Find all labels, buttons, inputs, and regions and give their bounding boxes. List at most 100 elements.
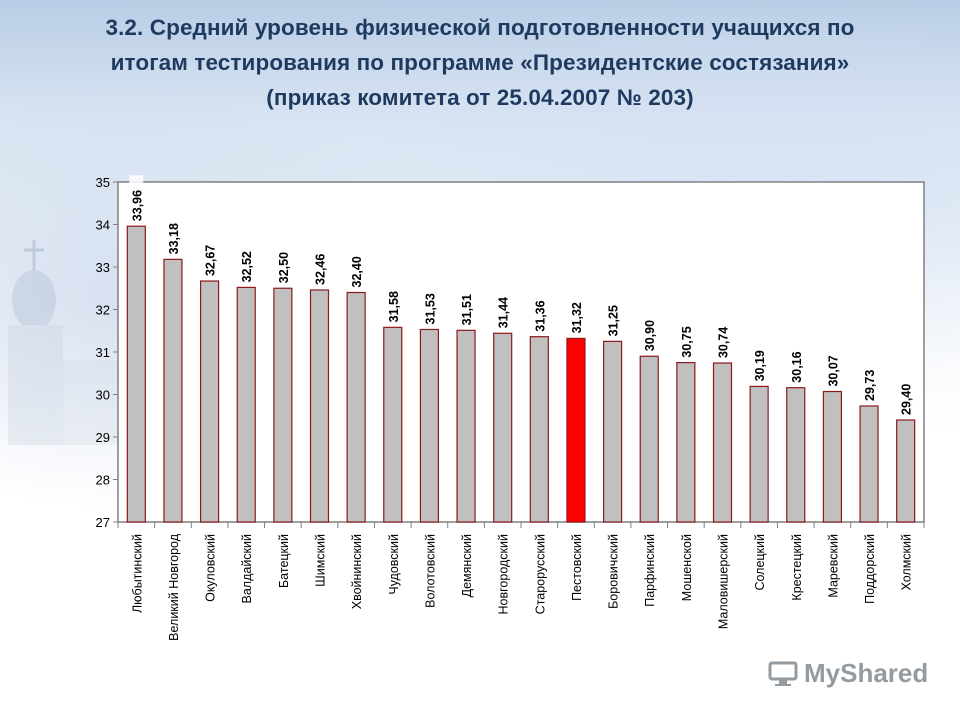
data-label: 30,75 — [680, 326, 694, 357]
y-tick-label: 32 — [96, 303, 110, 318]
x-tick-label: Мошенской — [680, 534, 694, 601]
x-tick-label: Любытинский — [130, 534, 144, 613]
data-label-bg — [605, 290, 620, 337]
x-tick-label: Боровичский — [607, 534, 621, 609]
data-label-bg — [495, 282, 510, 329]
data-label: 31,51 — [460, 294, 474, 325]
x-tick-label: Окуловский — [204, 534, 218, 602]
title-line-3: (приказ комитета от 25.04.2007 № 203) — [266, 85, 694, 110]
x-tick-label: Новгородский — [497, 534, 511, 614]
data-label: 31,58 — [387, 291, 401, 322]
data-label-bg — [165, 208, 180, 255]
x-tick-label: Демянский — [460, 534, 474, 597]
bar — [493, 332, 513, 523]
x-tick-label: Пестовский — [570, 534, 584, 601]
data-label-bg — [678, 311, 693, 358]
bar — [749, 385, 769, 523]
data-label: 31,53 — [423, 293, 437, 324]
data-label: 30,19 — [753, 350, 767, 381]
data-label-bg — [275, 237, 290, 284]
data-label-bg — [385, 276, 400, 323]
title-line-1: 3.2. Средний уровень физической подготов… — [105, 15, 855, 40]
y-tick-label: 35 — [96, 175, 110, 190]
x-tick-label: Парфинский — [643, 534, 657, 607]
data-label: 33,96 — [130, 190, 144, 221]
data-label: 31,32 — [570, 302, 584, 333]
data-label-bg — [788, 336, 803, 383]
data-label: 32,50 — [277, 252, 291, 283]
x-tick-label: Великий Новгород — [167, 533, 181, 641]
data-label: 30,16 — [790, 351, 804, 382]
x-tick-label: Валдайский — [240, 534, 254, 604]
y-tick-label: 28 — [96, 473, 110, 488]
x-tick-label: Поддорский — [863, 534, 877, 604]
data-label: 32,52 — [240, 251, 254, 282]
y-tick-label: 34 — [96, 218, 110, 233]
data-label: 30,07 — [826, 355, 840, 386]
x-tick-label: Шимский — [314, 534, 328, 587]
bar — [676, 362, 696, 523]
monitor-logo-icon — [768, 661, 798, 686]
bar — [273, 287, 293, 523]
x-tick-label: Маловишерский — [717, 534, 731, 629]
bar — [126, 225, 146, 523]
data-label-bg — [898, 369, 913, 415]
page-title: 3.2. Средний уровень физической подготов… — [20, 10, 940, 115]
data-label: 29,40 — [900, 384, 914, 415]
data-label: 32,67 — [204, 245, 218, 276]
bar — [639, 355, 659, 523]
data-label-bg — [825, 340, 840, 387]
data-label-bg — [202, 230, 217, 277]
bar — [383, 326, 403, 523]
data-label: 30,90 — [643, 320, 657, 351]
bar — [199, 280, 220, 523]
data-label-bg — [568, 287, 583, 334]
data-label-bg — [312, 238, 327, 285]
title-line-2: итогам тестирования по программе «Презид… — [110, 50, 850, 75]
data-label: 32,46 — [314, 254, 328, 285]
x-tick-label: Волотовский — [423, 534, 437, 608]
church-decoration-icon — [8, 240, 120, 445]
x-tick-label: Холмский — [900, 534, 914, 590]
data-label: 31,44 — [497, 297, 511, 328]
data-label-bg — [715, 312, 730, 359]
data-label: 33,18 — [167, 223, 181, 254]
bar — [566, 337, 586, 523]
data-label: 29,73 — [863, 370, 877, 401]
y-tick-label: 31 — [96, 345, 110, 360]
data-label-bg — [129, 175, 144, 222]
data-label-bg — [459, 279, 474, 326]
data-label: 31,36 — [533, 300, 547, 331]
data-label-bg — [422, 278, 437, 325]
x-tick-label: Старорусский — [533, 534, 547, 614]
x-tick-label: Батецкий — [277, 534, 291, 588]
data-label: 30,74 — [717, 327, 731, 358]
data-label-bg — [239, 236, 254, 283]
x-tick-label: Крестецкий — [790, 534, 804, 601]
bar — [786, 387, 806, 523]
x-tick-label: Чудовский — [387, 534, 401, 595]
bar — [163, 258, 183, 523]
y-tick-label: 30 — [96, 388, 110, 403]
data-label: 32,40 — [350, 256, 364, 287]
bar — [346, 291, 366, 523]
bar — [529, 336, 549, 523]
logo: MyShared — [768, 655, 928, 691]
x-tick-label: Хвойнинский — [350, 534, 364, 609]
bar — [896, 419, 916, 523]
data-label-bg — [532, 285, 547, 332]
data-label: 31,25 — [607, 305, 621, 336]
bar — [419, 328, 440, 523]
x-tick-label: Маревский — [826, 534, 840, 598]
data-label-bg — [642, 305, 657, 352]
logo-text: MyShared — [804, 657, 929, 688]
bar — [236, 286, 256, 523]
y-tick-label: 27 — [96, 515, 110, 530]
y-tick-label: 33 — [96, 260, 110, 275]
data-label-bg — [862, 354, 877, 401]
bar — [309, 289, 330, 523]
x-tick-label: Солецкий — [753, 534, 767, 591]
bar — [712, 362, 733, 523]
y-tick-label: 29 — [96, 430, 110, 445]
